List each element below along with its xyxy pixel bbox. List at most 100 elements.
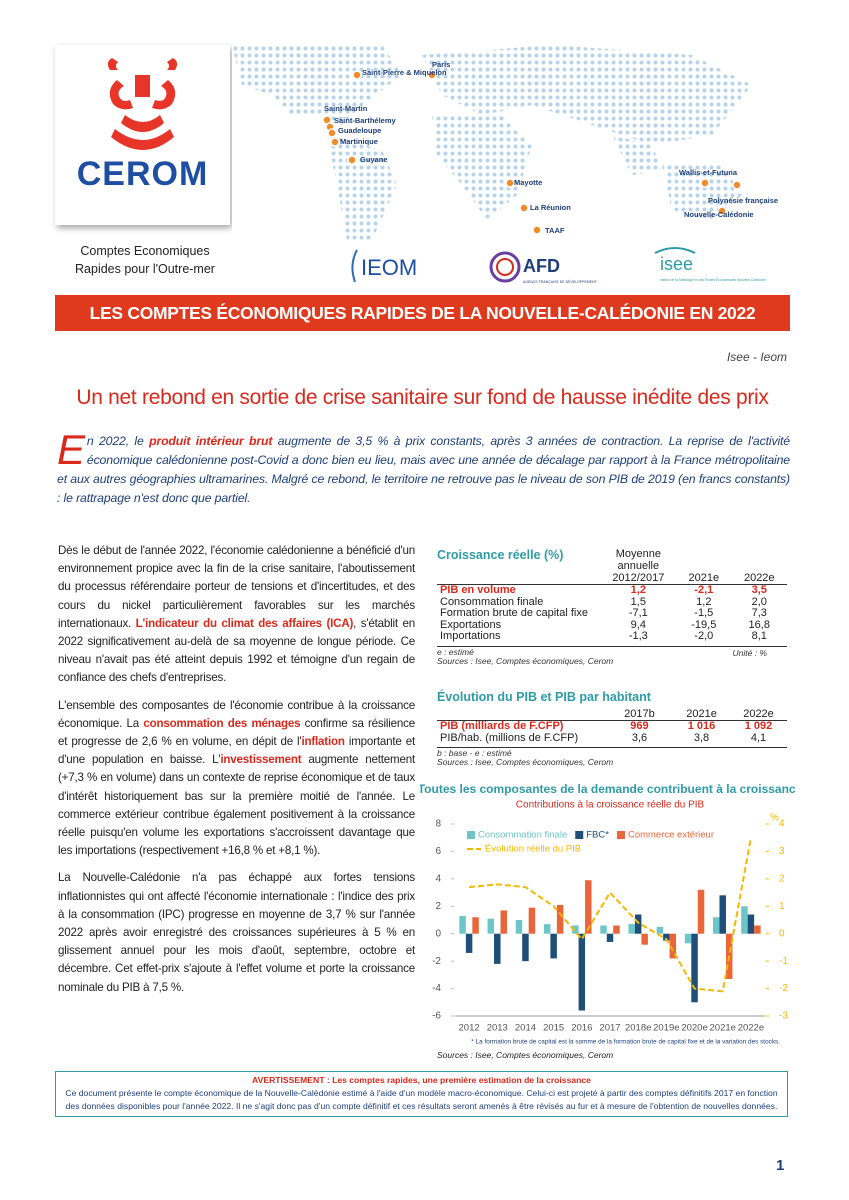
x-tick-label: 2021e xyxy=(710,1023,736,1034)
text: confirme sa résilience et progresse de 2… xyxy=(58,716,415,749)
legend-swatch xyxy=(575,831,584,839)
table-row: Importations -1,3 -2,0 8,1 xyxy=(437,630,787,643)
table-cell: PIB (milliards de F.CFP) xyxy=(440,720,564,732)
table-row: Formation brute de capital fixe -7,1 -1,5 7… xyxy=(437,607,787,620)
header-cell: 2021e xyxy=(688,572,720,584)
emphasis: L'indicateur du climat des affaires (ICA… xyxy=(135,616,354,630)
bar xyxy=(741,906,748,934)
bar xyxy=(500,910,507,934)
banner: LES COMPTES ÉCONOMIQUES RAPIDES DE LA NO… xyxy=(55,295,790,331)
table-title: Évolution du PIB et PIB par habitant xyxy=(437,690,651,704)
table-cell: 969 xyxy=(630,720,649,732)
body-column: Dès le début de l'année 2022, l'économie… xyxy=(58,542,415,1006)
bar xyxy=(606,933,614,942)
header-cell: 2021e xyxy=(686,708,717,720)
bar xyxy=(713,917,720,934)
emphasis: investissement xyxy=(220,753,302,767)
text: augmente de 3,5 % à prix constants, aprè… xyxy=(57,434,790,505)
table-notes: b : base - e : estimé Sources : Isee, Com… xyxy=(437,747,787,767)
bar xyxy=(528,907,536,934)
legend-label: Commerce extérieur xyxy=(628,830,714,841)
table-cell: 9,4 xyxy=(630,618,646,631)
table: Moyenne annuelle 2012/2017 2021e 2022e PIB … xyxy=(437,548,787,643)
bar xyxy=(572,925,579,934)
map-label: La Réunion xyxy=(530,203,571,212)
bar xyxy=(697,889,705,934)
line xyxy=(468,837,752,993)
bar xyxy=(459,915,466,934)
notice-title: AVERTISSEMENT : Les comptes rapides, une… xyxy=(252,1075,591,1085)
table-cell: -1,5 xyxy=(694,607,714,619)
bar xyxy=(585,880,592,934)
table-body: PIB (milliards de F.CFP) 969 1 016 1 092 PIB… xyxy=(437,720,787,745)
y2-tick-label: -3 xyxy=(779,1011,788,1022)
table-body: PIB en volume 1,2 -2,1 3,5 Consommation fina… xyxy=(437,584,787,643)
y2-tick-label: -1 xyxy=(779,956,788,967)
chart-footnote: * La formation brute de capital est la s… xyxy=(471,1039,780,1046)
bar xyxy=(522,933,529,962)
emphasis: consommation des ménages xyxy=(143,716,301,730)
bar xyxy=(754,925,761,934)
table-cell: 7,3 xyxy=(751,607,767,619)
y-tick-label: -2 xyxy=(432,956,441,967)
table-cell: 8,1 xyxy=(751,630,767,642)
table-cell: PIB/hab. (millions de F.CFP) xyxy=(440,731,579,744)
bar xyxy=(550,933,557,959)
isee-logo-sub: Institut de la Statistique et des Études… xyxy=(660,277,766,282)
legend-label: FBC* xyxy=(586,830,609,841)
table-note: b : base - e : estimé xyxy=(437,748,512,758)
table-head: 2017b 2021e 2022e xyxy=(437,708,787,721)
table-row: Exportations 9,4 -19,5 16,8 xyxy=(437,618,787,632)
headline: Un net rebond en sortie de crise sanitai… xyxy=(76,386,769,409)
table: 2017b 2021e 2022e PIB (milliards de F.CFP) 9… xyxy=(437,708,787,744)
bar xyxy=(487,918,495,934)
y-tick-label: 6 xyxy=(435,846,441,857)
text: n 2022, le xyxy=(86,434,150,448)
legend-label: Évolution réelle du PIB xyxy=(485,844,581,855)
table-title: Croissance réelle (%) xyxy=(437,548,564,562)
bar xyxy=(613,925,620,934)
table-row: PIB (milliards de F.CFP) 969 1 016 1 092 xyxy=(437,720,787,733)
map-label: Wallis-et-Futuna xyxy=(679,168,738,177)
header-cell: 2022e xyxy=(743,708,774,720)
table-cell: Importations xyxy=(440,630,501,642)
table-cell: 1 016 xyxy=(687,720,716,732)
y-tick-label: 0 xyxy=(435,928,441,939)
x-tick-label: 2012 xyxy=(459,1023,480,1034)
x-tick-label: 2022e xyxy=(738,1023,764,1034)
bar xyxy=(656,926,664,934)
drop-cap: E xyxy=(57,426,85,473)
table-cell: 1,2 xyxy=(630,584,646,596)
map-label: Nouvelle-Calédonie xyxy=(684,210,754,219)
notice-box: AVERTISSEMENT : Les comptes rapides, une… xyxy=(55,1071,788,1117)
x-tick-label: 2017 xyxy=(599,1023,620,1034)
map-label: Saint-Barthélemy xyxy=(334,116,397,125)
text: , s'établit en 2022 significativement au… xyxy=(58,616,415,685)
table-cell: 3,5 xyxy=(751,584,767,596)
notice-text: Ce document présente le compte économiqu… xyxy=(65,1088,778,1111)
isee-logo: isee xyxy=(660,254,693,274)
table-cell: PIB en volume xyxy=(440,584,516,596)
y2-axis-label: % xyxy=(770,813,779,824)
bar xyxy=(663,933,670,941)
emphasis: produit intérieur brut xyxy=(149,434,273,448)
map-label: TAAF xyxy=(545,226,565,235)
table-row: Consommation finale 1,5 1,2 2,0 xyxy=(437,596,787,609)
table-cell: Exportations xyxy=(440,618,502,631)
table-cell: Formation brute de capital fixe xyxy=(440,607,588,619)
legend-swatch xyxy=(467,831,475,839)
tagline: Comptes Economiques Rapides pour l'Outre… xyxy=(60,242,230,278)
chart-title: Toutes les composantes de la demande con… xyxy=(420,782,795,796)
afd-logo: AFD xyxy=(523,256,560,276)
growth-table-block: Croissance réelle (%) Moyenne annuelle 20… xyxy=(437,548,787,666)
table-note: Sources : Isee, Comptes économiques, Cer… xyxy=(437,757,614,767)
map-label: Guyane xyxy=(360,155,388,164)
bar xyxy=(465,933,473,953)
paragraph: L'ensemble des composantes de l'économie… xyxy=(58,697,415,861)
cerom-logo: CEROM xyxy=(55,45,230,225)
ieom-logo: IEOM xyxy=(361,255,417,280)
tagline-line: Rapides pour l'Outre-mer xyxy=(75,262,215,276)
y-tick-label: -6 xyxy=(432,1011,441,1022)
